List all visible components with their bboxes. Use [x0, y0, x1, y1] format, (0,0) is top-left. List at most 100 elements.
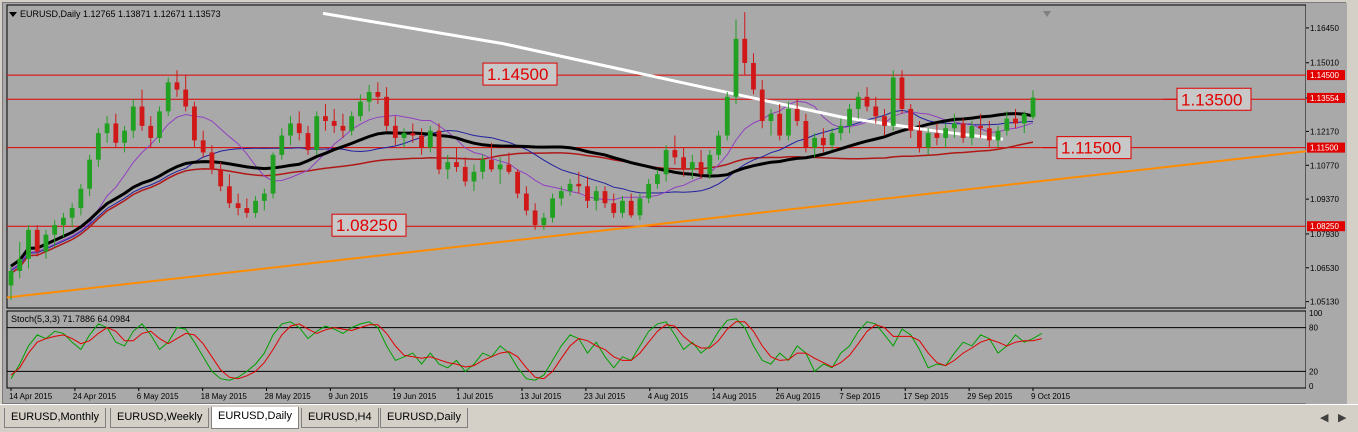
bullish-candle: [480, 159, 486, 172]
bullish-candle: [943, 128, 949, 138]
bullish-candle: [637, 198, 643, 216]
level-label-108250-box: [331, 213, 407, 237]
bearish-candle: [296, 123, 302, 134]
time-tick-label: 9 Oct 2015: [1031, 392, 1071, 401]
time-tick-label: 28 May 2015: [265, 392, 312, 401]
bullish-candle: [157, 111, 162, 138]
bearish-candle: [742, 38, 748, 63]
price-tick-label: 1.09370: [1310, 195, 1339, 204]
bullish-candle: [1004, 118, 1010, 131]
tab-eurusd-weekly[interactable]: EURUSD,Weekly: [110, 408, 210, 428]
bearish-candle: [244, 208, 250, 213]
bearish-candle: [462, 166, 468, 182]
bullish-candle: [314, 116, 320, 151]
bullish-candle: [279, 135, 285, 155]
time-tick-label: 29 Sep 2015: [967, 392, 1013, 401]
time-tick-label: 14 Aug 2015: [712, 392, 757, 401]
time-tick-label: 23 Jul 2015: [584, 392, 626, 401]
chart-window[interactable]: 1.16450 1.15010 1.13554 1.12170 1.10770 1.093…: [2, 2, 1347, 405]
bearish-candle: [489, 159, 494, 170]
stoch-axis-label: 100: [1309, 309, 1323, 318]
stochastic-title: Stoch(5,3,3) 71.7886 64.0984: [11, 314, 131, 324]
level-tag-bg: [1307, 70, 1345, 81]
level-tag-label: 1.14500: [1310, 71, 1339, 80]
bearish-candle: [672, 150, 678, 158]
time-tick-label: 18 May 2015: [201, 392, 248, 401]
level-label-114500: 1.14500: [487, 65, 548, 84]
bullish-candle: [689, 162, 695, 170]
time-tick-label: 17 Sep 2015: [903, 392, 949, 401]
time-tick-label: 9 Jun 2015: [328, 392, 368, 401]
level-label-114500-box: [482, 62, 558, 86]
time-tick-label: 26 Aug 2015: [776, 392, 821, 401]
bearish-candle: [794, 108, 800, 122]
bearish-candle: [523, 193, 529, 211]
bearish-candle: [882, 116, 887, 126]
bullish-candle: [69, 208, 75, 218]
bearish-candle: [908, 108, 914, 131]
black-moving-average: [10, 112, 1034, 268]
level-label-108250: 1.08250: [336, 216, 397, 235]
bearish-candle: [384, 96, 390, 126]
tab-eurusd-daily-2[interactable]: EURUSD,Daily: [380, 408, 468, 428]
orange-trendline: [6, 150, 1307, 299]
level-tag-bg: [1307, 142, 1345, 153]
bullish-candle: [52, 224, 58, 235]
bearish-candle: [628, 200, 634, 216]
bullish-candle: [855, 96, 861, 109]
bearish-candle: [759, 89, 765, 122]
bullish-candle: [768, 113, 774, 122]
bullish-candle: [78, 188, 84, 209]
bearish-candle: [960, 123, 966, 138]
tab-eurusd-daily[interactable]: EURUSD,Daily: [211, 407, 299, 429]
tab-eurusd-h4[interactable]: EURUSD,H4: [301, 408, 379, 428]
bullish-candle: [8, 270, 14, 286]
tab-eurusd-monthly[interactable]: EURUSD,Monthly: [4, 408, 107, 428]
bullish-candle: [951, 123, 957, 129]
bearish-candle: [436, 130, 442, 170]
bearish-candle: [235, 203, 241, 209]
chart-tab-bar: EURUSD,Monthly EURUSD,Weekly EURUSD,Dail…: [0, 404, 1358, 432]
bearish-candle: [576, 183, 582, 187]
level-tag-label: 1.08250: [1310, 222, 1339, 231]
stoch-main-line: [10, 318, 1042, 381]
bearish-candle: [803, 121, 809, 148]
bullish-candle: [1021, 113, 1027, 124]
bearish-candle: [585, 186, 590, 201]
bearish-candle: [139, 106, 145, 126]
price-tick-label: 1.12170: [1310, 127, 1339, 136]
bullish-candle: [995, 130, 1001, 141]
dropdown-triangle-icon[interactable]: [9, 12, 17, 18]
time-tick-label: 6 May 2015: [137, 392, 179, 401]
level-label-111500: 1.11500: [1061, 139, 1121, 158]
time-tick-label: 19 Jun 2015: [392, 392, 437, 401]
time-tick-label: 13 Jul 2015: [520, 392, 562, 401]
bullish-candle: [104, 123, 110, 134]
scroll-right-icon[interactable]: ▶: [1338, 412, 1347, 424]
bullish-candle: [620, 200, 625, 213]
bearish-candle: [532, 210, 538, 225]
price-tick-label: 1.06530: [1310, 264, 1339, 273]
bullish-candle: [26, 229, 31, 259]
bullish-candle: [61, 217, 66, 225]
bullish-candle: [1030, 97, 1036, 117]
stoch-axis-label: 20: [1309, 367, 1318, 376]
bullish-candle: [812, 137, 818, 148]
bullish-candle: [663, 150, 669, 175]
price-chart[interactable]: 1.16450 1.15010 1.13554 1.12170 1.10770 1.093…: [3, 3, 1347, 405]
price-tick-label: 1.07930: [1310, 230, 1339, 239]
bullish-candle: [270, 154, 276, 194]
bullish-candle: [427, 130, 433, 148]
chart-title: EURUSD,Daily 1.12765 1.13871 1.12671 1.1…: [9, 9, 221, 19]
bearish-candle: [410, 133, 416, 136]
level-label-113500: 1.13500: [1181, 90, 1242, 109]
bullish-candle: [366, 92, 372, 102]
bearish-candle: [986, 128, 992, 141]
bullish-candle: [558, 191, 564, 199]
scroll-left-icon[interactable]: ◀: [1320, 412, 1329, 424]
stoch-axis-label: 80: [1309, 324, 1318, 333]
bearish-candle: [200, 140, 206, 153]
stoch-axis-label: 0: [1309, 382, 1314, 391]
time-tick-label: 14 Apr 2015: [9, 392, 53, 401]
